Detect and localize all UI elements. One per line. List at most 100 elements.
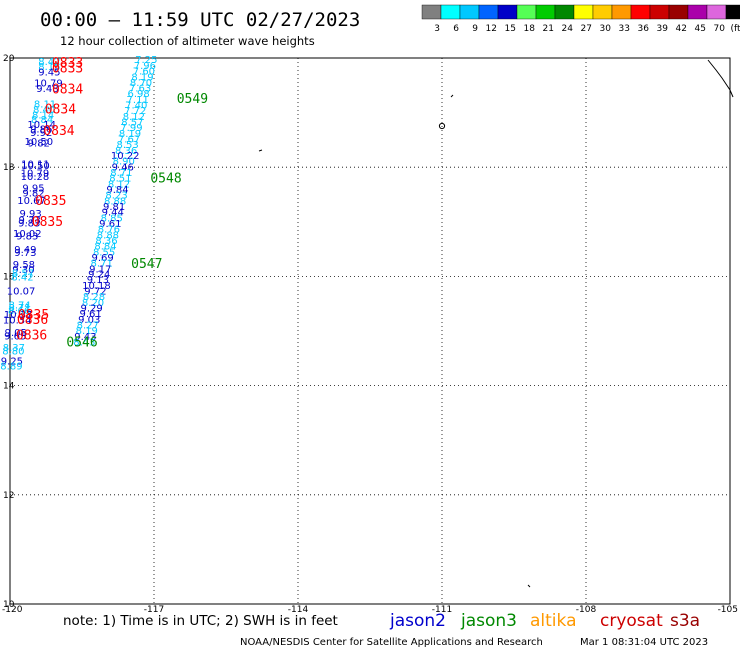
data-point-label: 7.40 — [125, 100, 147, 111]
scale-label: 24 — [562, 24, 574, 34]
scale-swatch — [706, 4, 727, 20]
scale-label: 9 — [472, 24, 478, 34]
scale-swatch — [421, 4, 442, 20]
coastline — [258, 59, 734, 588]
data-point-label: 8.20 — [82, 298, 104, 309]
data-point-label: 9.95 — [22, 183, 44, 194]
legend-altika: altika — [530, 611, 577, 631]
data-point-label: 7.72 — [124, 106, 146, 117]
data-point-label: 9.17 — [89, 264, 111, 275]
data-point-label: 8.36 — [115, 146, 137, 157]
y-tick-label: 14 — [3, 382, 15, 392]
chart-subtitle: 12 hour collection of altimeter wave hei… — [60, 34, 315, 48]
data-point-label: 10.34 — [3, 316, 32, 327]
data-point-label: 8.80 — [2, 347, 24, 358]
data-point-label: 9.58 — [13, 260, 35, 271]
island-mark — [450, 94, 454, 98]
legend-cryosat: cryosat — [600, 611, 663, 631]
scale-label: (ft) — [730, 24, 740, 34]
data-point-label: 9.29 — [80, 304, 102, 315]
data-point-label: 8.76 — [98, 224, 120, 235]
data-point-label: 8.66 — [8, 306, 30, 317]
data-point-label: 8.12 — [123, 112, 145, 123]
data-point-label: 8.19 — [76, 326, 98, 337]
data-point-label: 9.81 — [103, 202, 125, 213]
x-tick-label: -105 — [718, 605, 738, 615]
data-point-label: 8.19 — [119, 129, 141, 140]
data-point-label: 10.67 — [17, 196, 46, 207]
data-point-label: 8.43 — [73, 337, 95, 348]
legend-s3a: s3a — [670, 611, 700, 631]
data-point-label: 9.82 — [22, 188, 44, 199]
scale-label: 27 — [581, 24, 592, 34]
data-point-label: 7.67 — [118, 134, 140, 145]
data-point-label: 9.72 — [84, 287, 106, 298]
data-point-label: 8.84 — [31, 115, 53, 126]
data-point-label: 9.25 — [1, 357, 23, 368]
scale-swatch — [573, 4, 594, 20]
scale-label: 45 — [695, 24, 706, 34]
x-tick-label: -111 — [432, 605, 452, 615]
data-point-label: 8.88 — [104, 197, 126, 208]
data-point-label: 8.85 — [101, 213, 123, 224]
data-point-label: 9.84 — [106, 185, 128, 196]
data-point-label: 9.82 — [28, 139, 50, 150]
scale-label: 42 — [676, 24, 687, 34]
data-point-label: 9.30 — [12, 265, 34, 276]
data-point-label: 9.83 — [16, 231, 38, 242]
time-label: 0835 — [32, 215, 63, 230]
data-point-label: 10.07 — [7, 287, 36, 298]
chart-title: 00:00 – 11:59 UTC 02/27/2023 — [40, 9, 360, 31]
data-point-label: 9.73 — [19, 216, 41, 227]
scale-swatch — [649, 4, 670, 20]
data-point-label: 9.49 — [14, 245, 36, 256]
legend-jason2: jason2 — [389, 611, 446, 631]
scale-label: 6 — [453, 24, 459, 34]
plot-frame — [9, 57, 731, 605]
scale-swatch — [630, 4, 651, 20]
data-point-label: 10.79 — [34, 79, 63, 90]
data-point-label: 9.61 — [80, 309, 102, 320]
data-point-label: 10.02 — [13, 229, 42, 240]
data-point-label: 8.19 — [131, 73, 153, 84]
time-label: 0834 — [45, 102, 76, 117]
data-point-label: 8.71 — [110, 168, 132, 179]
coastline-shape — [707, 59, 734, 98]
data-point-label: 8.57 — [121, 117, 143, 128]
data-point-label: 7.99 — [120, 123, 142, 134]
data-point-label: 9.69 — [92, 253, 114, 264]
data-point-label: 9.86 — [30, 124, 52, 135]
data-point-label: 9.13 — [87, 275, 109, 286]
data-point-label: 8.90 — [113, 157, 135, 168]
scale-swatch — [554, 4, 575, 20]
data-point-label: 10.37 — [4, 310, 33, 321]
time-label: 0833 — [52, 56, 83, 71]
footer-credit: NOAA/NESDIS Center for Satellite Applica… — [240, 637, 543, 648]
data-point-label: 9.45 — [38, 68, 60, 79]
data-point-label: 8.71 — [91, 258, 113, 269]
data-point-label: 8.28 — [83, 292, 105, 303]
scale-swatch — [611, 4, 632, 20]
data-point-label: 6.98 — [128, 89, 150, 100]
data-point-label: 9.61 — [99, 219, 121, 230]
island-mark — [258, 149, 263, 152]
scale-swatch — [440, 4, 461, 20]
data-point-label: 7.63 — [129, 84, 151, 95]
data-point-label: 8.11 — [34, 99, 56, 110]
data-point-label: 9.73 — [14, 248, 36, 259]
data-point-label: 8.89 — [0, 361, 22, 372]
y-tick-label: 12 — [3, 491, 14, 501]
data-point-label: 10.18 — [82, 281, 111, 292]
time-label: 0548 — [150, 172, 181, 187]
time-label: 0546 — [66, 335, 97, 350]
scale-swatch — [459, 4, 480, 20]
data-point-label: 9.48 — [36, 84, 58, 95]
data-point-label: 10.11 — [21, 159, 50, 170]
plot-grid — [9, 57, 731, 605]
data-point-label: 9.92 — [30, 128, 52, 139]
data-point-label: 8.23 — [105, 191, 127, 202]
footer-timestamp: Mar 1 08:31:04 UTC 2023 — [580, 637, 708, 648]
